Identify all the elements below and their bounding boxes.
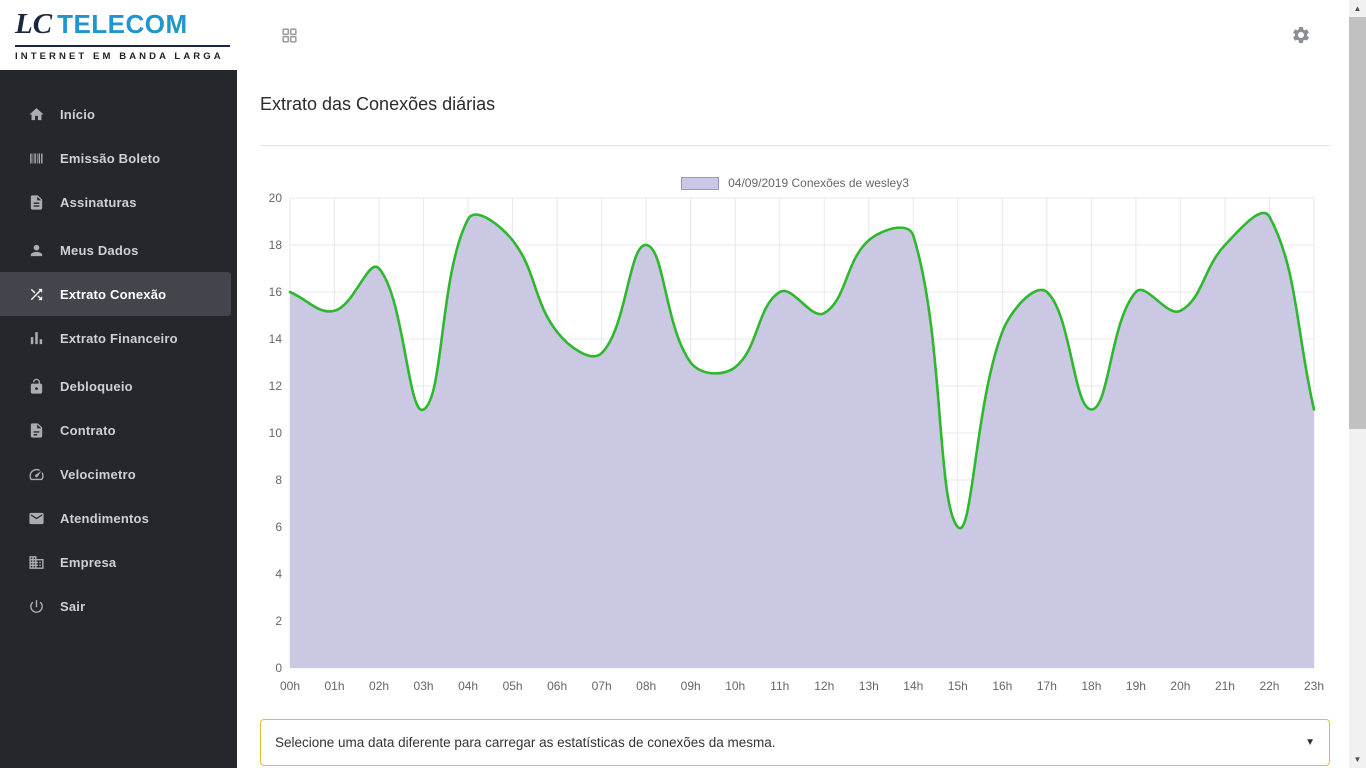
svg-text:17h: 17h xyxy=(1037,679,1057,690)
svg-text:02h: 02h xyxy=(369,679,389,690)
divider xyxy=(260,145,1330,146)
svg-text:20h: 20h xyxy=(1170,679,1190,690)
sidebar-item-label: Contrato xyxy=(60,422,116,438)
svg-text:10: 10 xyxy=(269,426,283,440)
svg-text:8: 8 xyxy=(275,473,282,487)
user-icon xyxy=(28,242,45,259)
connections-area-chart: 0 2 4 6 8 10 12 14 16 18 20 00h 01h 02h 03h 04h 05h 06h 07… xyxy=(260,190,1330,693)
document-icon xyxy=(28,194,45,211)
sidebar-item-debloqueio[interactable]: Debloqueio xyxy=(0,364,237,408)
svg-text:12: 12 xyxy=(269,379,283,393)
svg-text:0: 0 xyxy=(275,661,282,675)
chart-legend[interactable]: 04/09/2019 Conexões de wesley3 xyxy=(260,176,1330,190)
top-bar: LC TELECOM INTERNET EM BANDA LARGA xyxy=(0,0,1366,70)
settings-gear-icon[interactable] xyxy=(1291,25,1311,45)
sidebar-item-velocimetro[interactable]: Velocimetro xyxy=(0,452,237,496)
mail-icon xyxy=(28,510,45,527)
svg-text:21h: 21h xyxy=(1215,679,1235,690)
sidebar-item-label: Extrato Financeiro xyxy=(60,330,178,346)
barcode-icon xyxy=(28,150,45,167)
svg-text:05h: 05h xyxy=(503,679,523,690)
svg-text:14h: 14h xyxy=(903,679,923,690)
sidebar-item-extrato-conexao[interactable]: Extrato Conexão xyxy=(0,272,231,316)
svg-text:16: 16 xyxy=(269,285,283,299)
svg-text:4: 4 xyxy=(275,567,282,581)
sidebar-item-label: Emissão Boleto xyxy=(60,150,161,166)
power-icon xyxy=(28,598,45,615)
svg-text:18h: 18h xyxy=(1081,679,1101,690)
legend-swatch xyxy=(681,176,720,190)
svg-text:01h: 01h xyxy=(325,679,345,690)
svg-text:12h: 12h xyxy=(814,679,834,690)
logo-lc-text: LC xyxy=(15,7,53,40)
svg-text:13h: 13h xyxy=(859,679,879,690)
svg-text:06h: 06h xyxy=(547,679,567,690)
date-select[interactable]: Selecione uma data diferente para carreg… xyxy=(260,719,1330,766)
sidebar-item-label: Assinaturas xyxy=(60,194,137,210)
sidebar-item-empresa[interactable]: Empresa xyxy=(0,540,237,584)
main-content: Extrato das Conexões diárias 04/09/2019 … xyxy=(237,70,1349,768)
sidebar-item-contrato[interactable]: Contrato xyxy=(0,408,237,452)
svg-text:09h: 09h xyxy=(681,679,701,690)
svg-text:03h: 03h xyxy=(414,679,434,690)
scrollbar-down-arrow[interactable]: ▼ xyxy=(1353,755,1362,764)
sidebar-item-meus-dados[interactable]: Meus Dados xyxy=(0,228,237,272)
sidebar-item-label: Velocimetro xyxy=(60,466,136,482)
logo-underline xyxy=(15,44,230,47)
sidebar-item-label: Extrato Conexão xyxy=(60,286,167,302)
logo-subtitle: INTERNET EM BANDA LARGA xyxy=(15,50,224,62)
home-icon xyxy=(28,106,45,123)
svg-text:22h: 22h xyxy=(1259,679,1279,690)
bar-chart-icon xyxy=(28,330,45,347)
svg-text:18: 18 xyxy=(269,238,283,252)
sidebar: Início Emissão Boleto Assinaturas Meus Dado… xyxy=(0,70,237,768)
sidebar-item-label: Sair xyxy=(60,598,86,614)
sidebar-item-emissao-boleto[interactable]: Emissão Boleto xyxy=(0,136,237,180)
svg-text:23h: 23h xyxy=(1304,679,1324,690)
svg-text:19h: 19h xyxy=(1126,679,1146,690)
svg-text:20: 20 xyxy=(269,191,283,205)
building-icon xyxy=(28,554,45,571)
svg-text:11h: 11h xyxy=(770,679,789,690)
svg-text:10h: 10h xyxy=(725,679,745,690)
logo: LC TELECOM INTERNET EM BANDA LARGA xyxy=(15,9,230,62)
legend-label: 04/09/2019 Conexões de wesley3 xyxy=(728,176,909,190)
svg-text:08h: 08h xyxy=(636,679,656,690)
contract-icon xyxy=(28,422,45,439)
page-scrollbar[interactable]: ▲ ▼ xyxy=(1349,0,1366,768)
svg-text:14: 14 xyxy=(269,332,283,346)
dropdown-caret-icon: ▼ xyxy=(1305,737,1315,748)
sidebar-item-atendimentos[interactable]: Atendimentos xyxy=(0,496,237,540)
svg-text:04h: 04h xyxy=(458,679,478,690)
logo-wordmark: LC TELECOM xyxy=(15,9,230,44)
sidebar-item-label: Início xyxy=(60,106,96,122)
sidebar-item-label: Debloqueio xyxy=(60,378,133,394)
sidebar-item-label: Meus Dados xyxy=(60,242,139,258)
sidebar-item-sair[interactable]: Sair xyxy=(0,584,237,628)
svg-text:15h: 15h xyxy=(948,679,968,690)
sidebar-item-label: Atendimentos xyxy=(60,510,150,526)
scrollbar-thumb[interactable] xyxy=(1349,17,1366,429)
shuffle-icon xyxy=(28,286,45,303)
svg-text:6: 6 xyxy=(275,520,282,534)
unlock-icon xyxy=(28,378,45,395)
logo-telecom-text: TELECOM xyxy=(57,8,188,39)
svg-text:07h: 07h xyxy=(592,679,612,690)
sidebar-item-label: Empresa xyxy=(60,554,117,570)
svg-text:2: 2 xyxy=(275,614,282,628)
apps-grid-icon[interactable] xyxy=(280,26,299,45)
svg-text:16h: 16h xyxy=(992,679,1012,690)
date-select-value: Selecione uma data diferente para carreg… xyxy=(275,735,776,750)
sidebar-item-inicio[interactable]: Início xyxy=(0,92,237,136)
sidebar-item-extrato-financeiro[interactable]: Extrato Financeiro xyxy=(0,316,237,360)
speedometer-icon xyxy=(28,466,45,483)
sidebar-item-assinaturas[interactable]: Assinaturas xyxy=(0,180,237,224)
svg-text:00h: 00h xyxy=(280,679,300,690)
scrollbar-up-arrow[interactable]: ▲ xyxy=(1353,4,1362,13)
page-title: Extrato das Conexões diárias xyxy=(260,94,496,114)
